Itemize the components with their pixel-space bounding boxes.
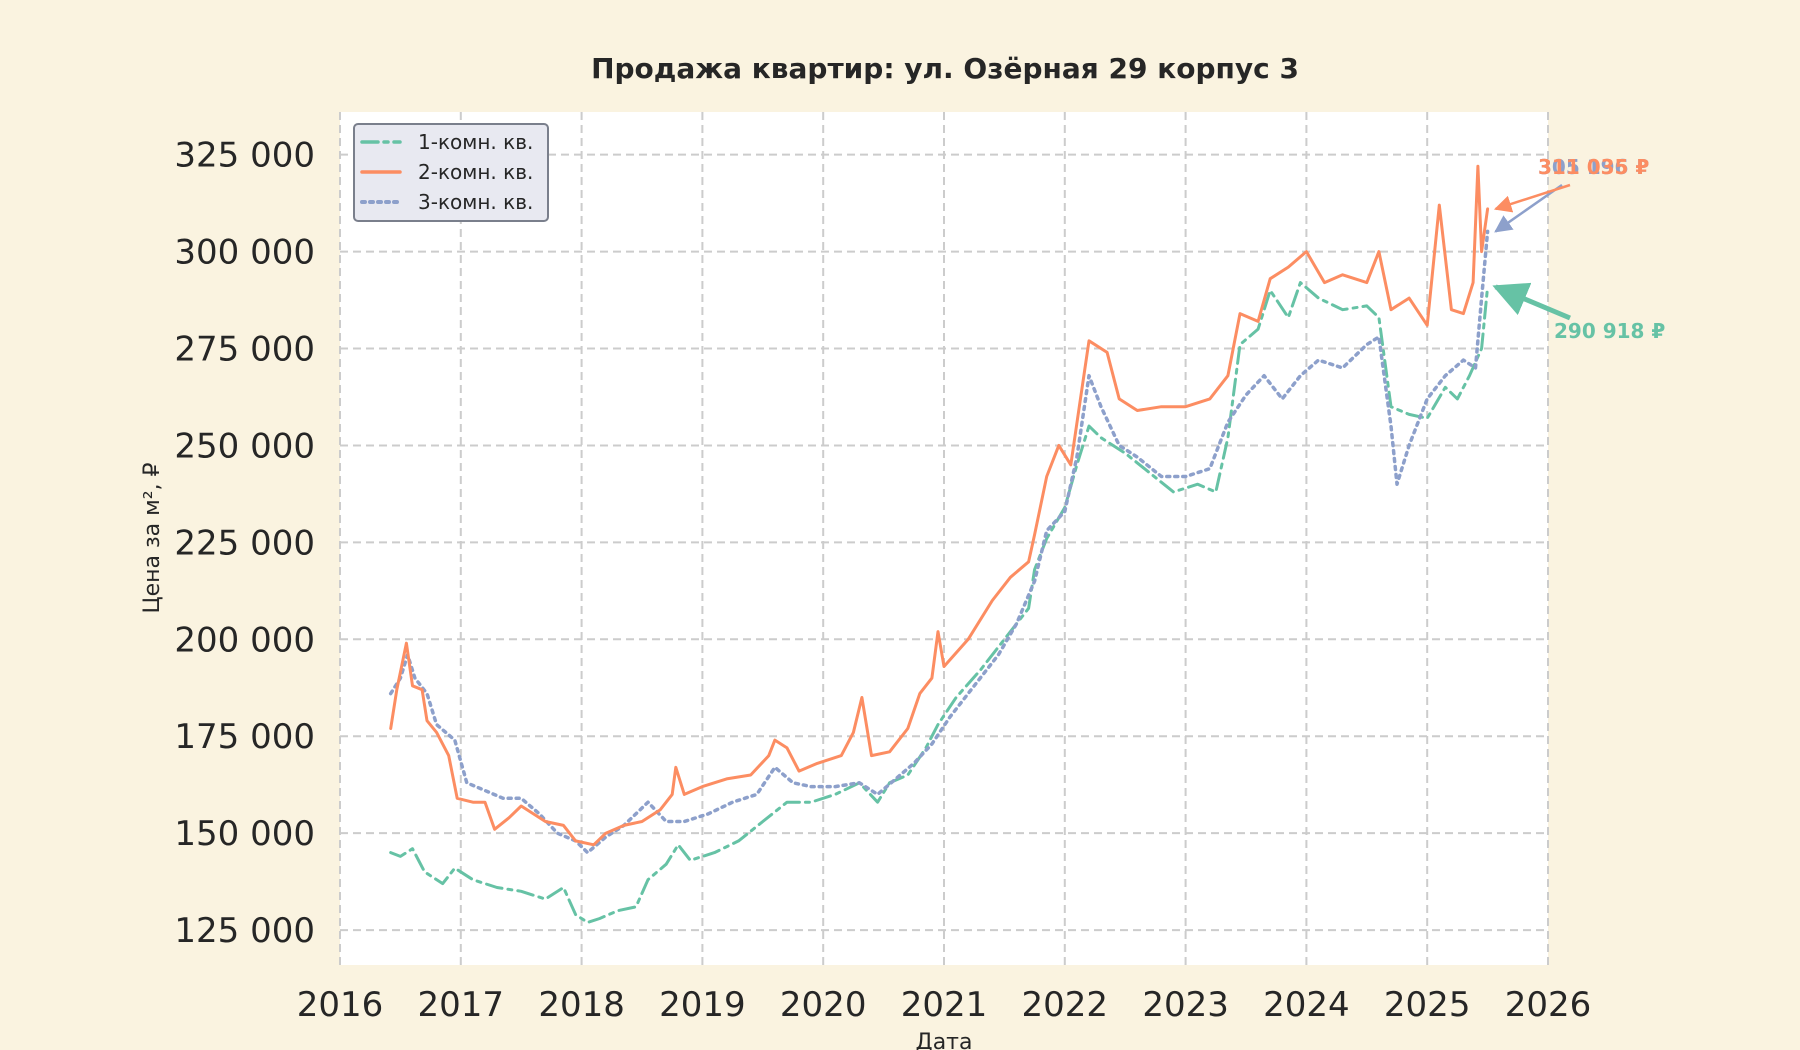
legend: 1-комн. кв. 2-комн. кв. 3-комн. кв.: [353, 123, 549, 222]
series-line-3: [388, 229, 1490, 855]
y-tick-label: 275 000: [174, 330, 315, 370]
chart-title: Продажа квартир: ул. Озёрная 29 корпус 3: [591, 52, 1299, 85]
y-tick-label: 250 000: [174, 426, 315, 466]
x-tick-label: 2018: [538, 985, 625, 1025]
x-tick-label: 2022: [1022, 985, 1109, 1025]
x-tick-label: 2025: [1384, 985, 1471, 1025]
annotation-arrow: [1494, 183, 1563, 233]
y-tick-label: 125 000: [174, 911, 315, 951]
annotation-arrow: [1493, 183, 1571, 213]
y-tick-label: 150 000: [174, 814, 315, 854]
y-tick-label: 325 000: [174, 136, 315, 176]
legend-label: 2-комн. кв.: [418, 160, 533, 184]
annotation-label: 305 196 ₽: [1538, 155, 1649, 179]
series-line-1: [389, 281, 1490, 924]
series-line-2: [389, 164, 1490, 847]
annotation-label: 290 918 ₽: [1554, 319, 1665, 343]
y-axis-label: Цена за м², ₽: [140, 462, 165, 613]
y-axis-ticks: 125 000 150 000 175 000 200 000 225 000 250 0…: [174, 136, 315, 951]
x-tick-label: 2016: [297, 985, 384, 1025]
series-layer: [388, 164, 1490, 924]
annotation-arrow: [1492, 282, 1571, 321]
x-tick-label: 2021: [901, 985, 988, 1025]
x-tick-label: 2019: [659, 985, 746, 1025]
x-tick-label: 2024: [1263, 985, 1350, 1025]
plot-area: [340, 112, 1548, 965]
y-tick-label: 225 000: [174, 523, 315, 563]
annotation-label: 311 035 ₽: [1538, 155, 1649, 179]
x-tick-label: 2026: [1505, 985, 1592, 1025]
y-tick-label: 200 000: [174, 620, 315, 660]
x-tick-label: 2023: [1142, 985, 1229, 1025]
x-axis-ticks: 2016 2017 2018 2019 2020 2021 2022 2023 2024 2025…: [297, 985, 1592, 1025]
grid-lines: [339, 112, 1549, 965]
legend-box: [353, 123, 549, 222]
legend-label: 3-комн. кв.: [418, 190, 533, 214]
annotations: 305 196 ₽311 035 ₽ 290 918 ₽: [1492, 155, 1665, 343]
y-tick-label: 175 000: [174, 717, 315, 757]
x-axis-label: Дата: [916, 1030, 973, 1050]
legend-label: 1-комн. кв.: [418, 130, 533, 154]
y-tick-label: 300 000: [174, 233, 315, 273]
x-tick-label: 2020: [780, 985, 867, 1025]
x-tick-label: 2017: [418, 985, 505, 1025]
